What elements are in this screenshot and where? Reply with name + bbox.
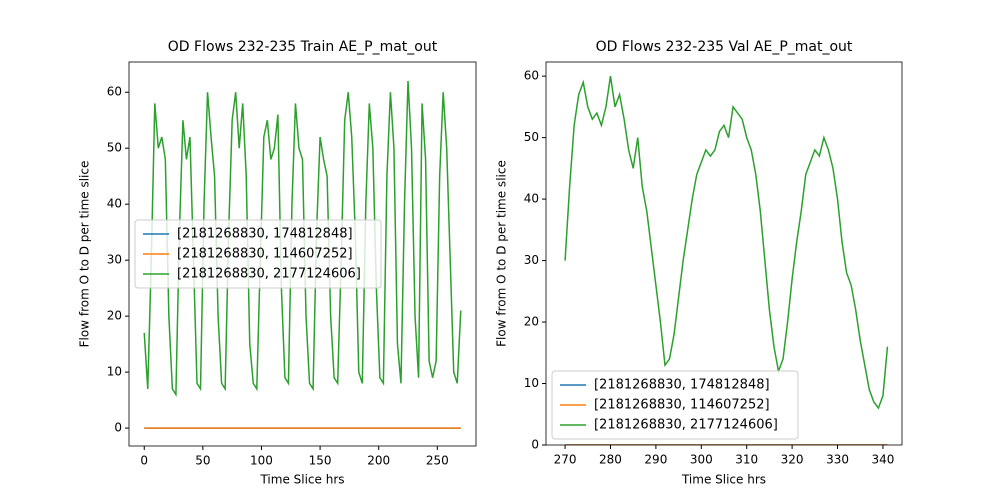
- x-tick-label: 310: [735, 453, 758, 467]
- legend-label: [2181268830, 174812848]: [594, 378, 770, 393]
- x-tick-label: 280: [599, 453, 622, 467]
- x-tick-label: 340: [871, 453, 894, 467]
- chart-title: OD Flows 232-235 Val AE_P_mat_out: [596, 39, 853, 55]
- legend-box: [551, 370, 799, 440]
- y-axis-label: Flow from O to D per time slice: [78, 161, 92, 348]
- y-tick-label: 30: [107, 253, 122, 267]
- x-tick-label: 250: [426, 454, 449, 468]
- x-axis-label: Time Slice hrs: [259, 473, 344, 487]
- y-tick-label: 30: [524, 253, 539, 267]
- legend-label: [2181268830, 114607252]: [594, 398, 770, 413]
- x-tick-label: 200: [367, 454, 390, 468]
- y-tick-label: 60: [107, 85, 122, 99]
- x-tick-label: 290: [644, 453, 667, 467]
- y-tick-label: 50: [107, 141, 122, 155]
- legend-box: [134, 219, 382, 289]
- y-tick-label: 50: [524, 130, 539, 144]
- x-tick-label: 270: [554, 453, 577, 467]
- x-tick-label: 50: [195, 454, 210, 468]
- x-tick-label: 150: [309, 454, 332, 468]
- y-tick-label: 40: [107, 197, 122, 211]
- x-tick-label: 100: [250, 454, 273, 468]
- axes-frame: [545, 61, 903, 446]
- y-tick-label: 10: [107, 365, 122, 379]
- legend-label: [2181268830, 2177124606]: [177, 267, 361, 282]
- x-tick-label: 330: [826, 453, 849, 467]
- y-axis-label: Flow from O to D per time slice: [495, 160, 509, 347]
- y-tick-label: 60: [524, 69, 539, 83]
- series-line: [564, 76, 889, 410]
- x-tick-label: 300: [690, 453, 713, 467]
- legend-label: [2181268830, 2177124606]: [594, 418, 778, 433]
- x-tick-label: 320: [781, 453, 804, 467]
- chart-title: OD Flows 232-235 Train AE_P_mat_out: [168, 39, 438, 55]
- legend-label: [2181268830, 114607252]: [177, 247, 353, 262]
- y-tick-label: 0: [114, 421, 122, 435]
- x-tick-label: 0: [140, 454, 148, 468]
- y-tick-label: 20: [107, 309, 122, 323]
- x-axis-label: Time Slice hrs: [681, 473, 766, 487]
- axes-frame: [128, 61, 477, 447]
- y-tick-label: 0: [531, 438, 539, 452]
- y-tick-label: 10: [524, 376, 539, 390]
- y-tick-label: 40: [524, 192, 539, 206]
- legend-label: [2181268830, 174812848]: [177, 227, 353, 242]
- series-line: [143, 80, 462, 398]
- y-tick-label: 20: [524, 315, 539, 329]
